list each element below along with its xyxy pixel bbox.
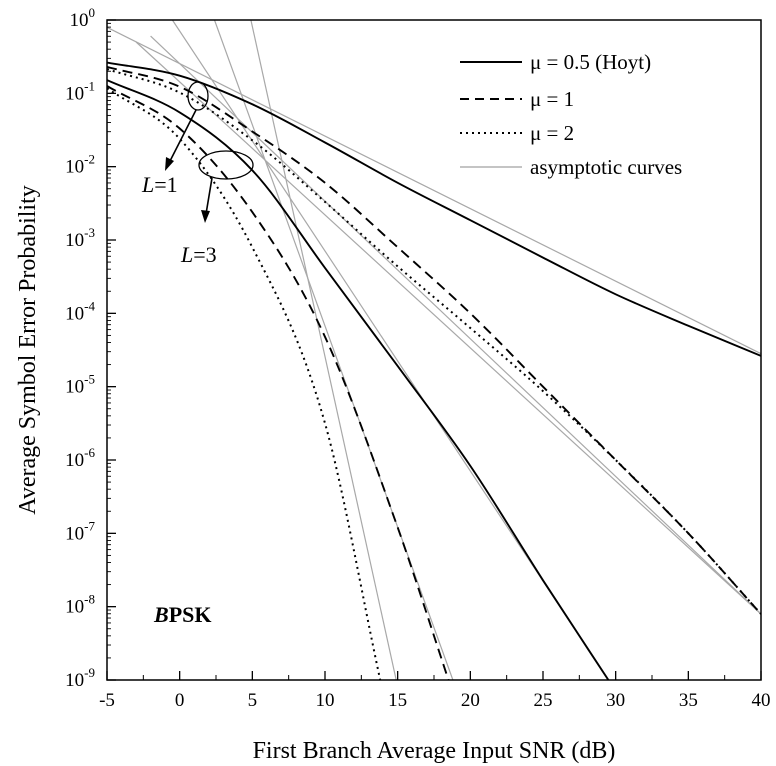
l3-arrow <box>205 177 213 215</box>
legend-label-asymptotic: asymptotic curves <box>530 155 682 179</box>
y-tick-label: 10-9 <box>65 665 95 691</box>
x-tick-label: -5 <box>99 690 115 711</box>
annotations: L=1 L=3 BPSK <box>141 81 254 627</box>
x-tick-label: 20 <box>461 690 480 711</box>
legend: μ = 0.5 (Hoyt) μ = 1 μ = 2 asymptotic cu… <box>460 50 682 179</box>
series-l-3-dotted-line <box>107 87 382 680</box>
l1-label-italic: L <box>141 172 154 197</box>
x-tick-label: 25 <box>534 690 553 711</box>
legend-label-hoyt: μ = 0.5 (Hoyt) <box>530 50 651 74</box>
y-tick-label: 10-4 <box>65 298 95 324</box>
l3-label-italic: L <box>180 242 193 267</box>
l3-label: L=3 <box>180 242 217 267</box>
y-axis: 100 10-1 10-2 10-3 10-4 10-5 10-6 10-7 10-8 10-9 <box>65 5 116 691</box>
l3-label-rest: =3 <box>193 242 216 267</box>
x-tick-label: 5 <box>248 690 258 711</box>
series-asymptote-6 <box>107 26 761 355</box>
series-l-1-dotted-line <box>107 68 761 615</box>
series-l-3-dashed-line <box>107 85 450 680</box>
series-asymptote-8 <box>135 41 761 615</box>
y-tick-label: 10-3 <box>65 225 95 251</box>
legend-label-mu1: μ = 1 <box>530 87 574 111</box>
l1-label-rest: =1 <box>154 172 177 197</box>
y-tick-label: 10-1 <box>65 78 95 104</box>
bpsk-label-italic: B <box>153 602 169 627</box>
l1-arrowhead <box>165 157 174 171</box>
bpsk-label: BPSK <box>153 602 211 627</box>
plot-curves <box>107 20 761 680</box>
l1-ellipse <box>187 81 209 111</box>
plot-frame <box>106 19 762 681</box>
series-l-3-solid-line <box>107 79 610 680</box>
y-tick-label: 10-2 <box>65 152 95 178</box>
series-l-1-dashed-line <box>107 65 761 615</box>
l3-arrowhead <box>201 210 210 223</box>
legend-label-mu2: μ = 2 <box>530 121 574 145</box>
y-axis-title: Average Symbol Error Probability <box>15 185 41 514</box>
x-tick-label: 35 <box>679 690 698 711</box>
y-tick-label: 10-5 <box>65 372 95 398</box>
series-asymptote-11 <box>250 20 397 680</box>
l3-ellipse <box>198 150 254 180</box>
series-asymptote-7 <box>150 35 761 615</box>
l1-arrow <box>168 109 197 164</box>
x-axis: -5 0 5 10 15 20 25 30 35 40 <box>99 671 771 711</box>
x-tick-label: 30 <box>606 690 625 711</box>
x-tick-label: 0 <box>175 690 185 711</box>
x-tick-label: 15 <box>388 690 407 711</box>
series-asymptote-10 <box>213 20 454 680</box>
series-l-1-solid-line <box>107 61 761 357</box>
bpsk-label-rest: PSK <box>169 602 212 627</box>
x-tick-label: 10 <box>316 690 335 711</box>
y-tick-label: 10-7 <box>65 518 95 544</box>
y-tick-label: 100 <box>70 5 96 31</box>
l1-label: L=1 <box>141 172 178 197</box>
x-axis-title: First Branch Average Input SNR (dB) <box>253 738 616 764</box>
y-tick-label: 10-8 <box>65 592 95 618</box>
y-tick-label: 10-6 <box>65 445 95 471</box>
x-tick-label: 40 <box>752 690 771 711</box>
